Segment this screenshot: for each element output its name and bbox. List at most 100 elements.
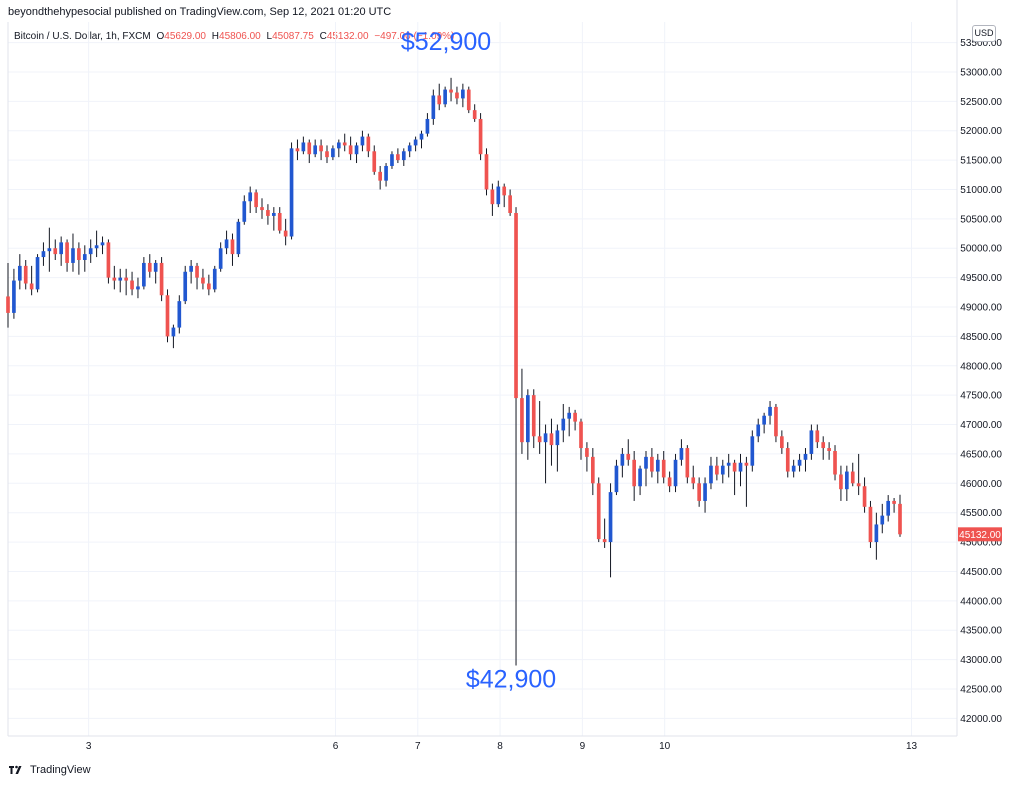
candle-down (319, 145, 323, 152)
candle-up (94, 245, 99, 249)
candle-up (608, 492, 613, 543)
candle-down (147, 262, 152, 272)
candle-up (100, 242, 105, 246)
candle-down (307, 142, 312, 155)
candle-down (325, 151, 329, 158)
candle-down (124, 277, 128, 281)
candle-up (183, 271, 188, 302)
candle-up (874, 524, 879, 543)
candle-up (35, 257, 40, 290)
candle-down (892, 500, 896, 504)
candle-up (301, 142, 306, 152)
candle-up (71, 248, 75, 263)
x-tick-label: 10 (659, 741, 671, 752)
y-tick-label: 52500.00 (960, 97, 1002, 108)
candle-down (667, 477, 672, 487)
close-label: C (319, 31, 327, 42)
candle-up (401, 151, 406, 161)
publisher-info: beyondthehypesocial published on Trading… (8, 6, 392, 18)
candle-up (47, 248, 52, 252)
candle-up (555, 430, 560, 446)
candle-up (567, 412, 572, 419)
candle-up (171, 327, 176, 337)
candle-up (738, 462, 743, 472)
symbol-info: Bitcoin / U.S. Dollar, 1h, FXCM (14, 31, 151, 42)
candle-down (277, 212, 282, 231)
candle-down (348, 145, 353, 155)
candle-down (744, 462, 749, 466)
candle-down (260, 207, 264, 211)
candle-down (449, 89, 453, 93)
y-tick-label: 45500.00 (960, 508, 1002, 519)
candle-up (443, 89, 447, 105)
candle-up (153, 262, 158, 272)
low-label: L (266, 31, 273, 42)
high-label: H (211, 31, 220, 42)
currency-button[interactable]: USD (972, 25, 996, 42)
symbol-legend: Bitcoin / U.S. Dollar, 1h, FXCM O45629.0… (14, 31, 454, 42)
candle-down (53, 248, 58, 255)
candle-up (118, 277, 123, 281)
candle-up (709, 465, 713, 484)
y-tick-label: 47500.00 (960, 391, 1002, 402)
y-tick-label: 44000.00 (960, 596, 1002, 607)
x-tick-label: 6 (333, 741, 339, 752)
candle-down (295, 148, 300, 152)
y-tick-label: 46500.00 (960, 449, 1002, 460)
y-tick-label: 53000.00 (960, 67, 1002, 78)
candle-down (502, 186, 507, 196)
candle-down (23, 265, 28, 284)
y-tick-label: 46000.00 (960, 479, 1002, 490)
y-tick-label: 43000.00 (960, 655, 1002, 666)
candle-up (768, 406, 772, 416)
x-tick-label: 7 (415, 741, 421, 752)
candle-up (756, 424, 761, 437)
candle-down (626, 453, 631, 460)
candle-down (661, 459, 666, 478)
candle-down (520, 398, 524, 443)
candle-down (815, 430, 820, 443)
candle-down (455, 92, 459, 99)
candle-up (360, 136, 365, 146)
y-tick-label: 42500.00 (960, 684, 1002, 695)
candle-down (6, 296, 10, 313)
candle-down (632, 459, 637, 487)
candle-down (378, 171, 382, 181)
tradingview-footer[interactable]: TradingView (8, 764, 91, 776)
candle-up (248, 192, 253, 202)
candle-down (549, 433, 554, 446)
candle-down (201, 277, 205, 284)
last-price-tag (958, 527, 1002, 542)
candle-down (207, 283, 211, 290)
candle-down (537, 436, 542, 443)
y-tick-label: 51500.00 (960, 156, 1002, 167)
x-tick-label: 13 (906, 741, 918, 752)
candle-down (602, 539, 607, 543)
candle-up (620, 453, 625, 466)
candle-down (785, 448, 790, 472)
candle-down (112, 277, 117, 281)
price-change: −497.00 (−1.09%) (374, 31, 455, 42)
candle-up (797, 459, 802, 466)
candle-up (88, 248, 93, 255)
tradingview-logo-icon (9, 765, 22, 774)
candle-up (12, 280, 16, 313)
candle-down (585, 448, 589, 457)
candle-down (283, 230, 288, 237)
candle-down (833, 450, 837, 475)
candle-up (720, 465, 725, 475)
candle-up (845, 471, 849, 490)
candle-up (880, 515, 885, 525)
candle-down (106, 242, 111, 278)
candle-up (413, 139, 418, 146)
candle-down (372, 151, 377, 172)
candle-up (242, 201, 247, 222)
candle-down (472, 110, 477, 119)
open-label: O (156, 31, 165, 42)
candle-down (159, 262, 164, 296)
candle-down (827, 448, 831, 451)
candle-down (531, 395, 536, 437)
candle-up (803, 453, 808, 460)
candle-down (862, 486, 867, 507)
